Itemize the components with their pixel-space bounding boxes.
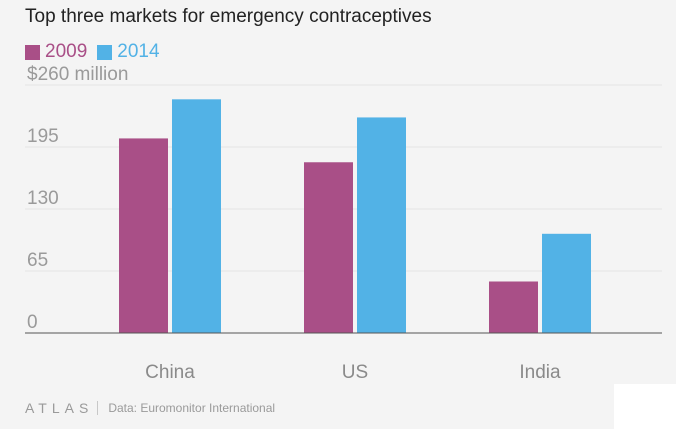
- corner-patch: [614, 384, 676, 429]
- footer-separator: [97, 401, 99, 415]
- bar: [172, 99, 221, 333]
- legend-swatch-2014: [97, 44, 113, 60]
- atlas-logo: ATLAS: [25, 400, 94, 416]
- y-tick-label: $260 million: [27, 64, 128, 85]
- bar: [489, 281, 538, 333]
- x-tick-label: China: [145, 362, 195, 383]
- source-note: Data: Euromonitor International: [108, 401, 276, 415]
- y-tick-label: 65: [27, 250, 48, 271]
- bar: [542, 233, 591, 333]
- legend-label-2009: 2009: [45, 41, 88, 62]
- bar: [357, 117, 406, 333]
- legend-item-2014: 2014: [97, 41, 160, 63]
- legend: 2009 2014: [25, 41, 170, 63]
- y-tick-label: 130: [27, 188, 59, 209]
- bar: [304, 162, 353, 333]
- y-tick-label: 195: [27, 126, 59, 147]
- bar: [119, 138, 168, 333]
- bar-chart: 0 65 130 195 $260 million China US India: [25, 64, 662, 383]
- legend-item-2009: 2009: [25, 41, 87, 63]
- x-tick-label: India: [519, 362, 561, 383]
- legend-swatch-2009: [25, 44, 40, 60]
- chart-title: Top three markets for emergency contrace…: [25, 6, 432, 27]
- x-tick-label: US: [342, 362, 368, 383]
- footer: ATLAS Data: Euromonitor International: [25, 400, 275, 416]
- y-tick-label: 0: [27, 312, 38, 333]
- legend-label-2014: 2014: [117, 41, 160, 62]
